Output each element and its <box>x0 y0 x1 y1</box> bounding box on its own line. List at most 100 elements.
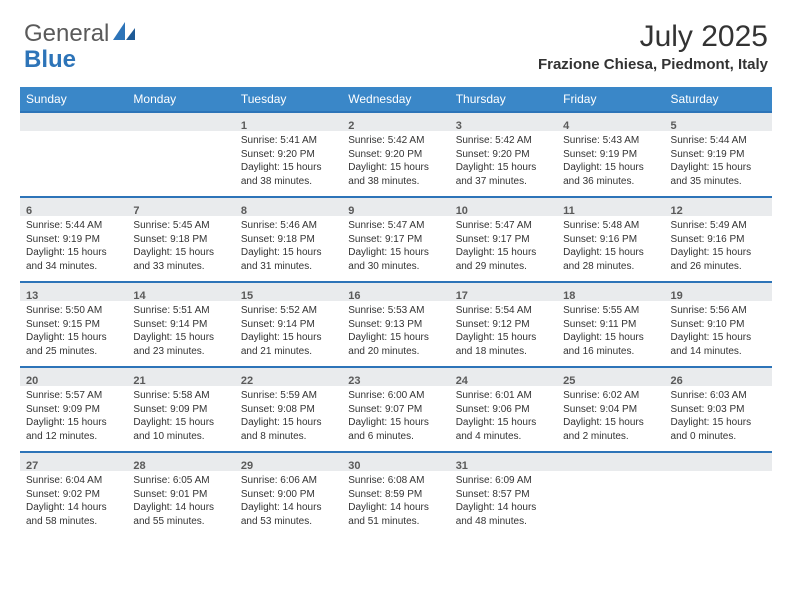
dayname-tuesday: Tuesday <box>235 87 342 111</box>
week-row: 1 Sunrise: 5:41 AMSunset: 9:20 PM Daylight… <box>20 111 772 196</box>
day-body: Sunrise: 5:47 AMSunset: 9:17 PMDaylight:… <box>450 216 557 281</box>
day-body: Sunrise: 5:44 AMSunset: 9:19 PMDaylight:… <box>665 131 772 196</box>
day-number-bar: 27 <box>20 451 127 471</box>
sunset-line: Sunset: 9:01 PM <box>133 488 228 502</box>
daylight-line: Daylight: 15 hours and 38 minutes. <box>348 161 443 188</box>
daylight-line: Daylight: 14 hours and 55 minutes. <box>133 501 228 528</box>
day-cell <box>665 451 772 536</box>
day-number: 14 <box>133 290 145 302</box>
day-number-bar: 21 <box>127 366 234 386</box>
day-number-bar: 1 <box>235 111 342 131</box>
day-cell: 19Sunrise: 5:56 AMSunset: 9:10 PMDayligh… <box>665 281 772 366</box>
day-cell: 9Sunrise: 5:47 AMSunset: 9:17 PMDaylight… <box>342 196 449 281</box>
day-body: Sunrise: 5:56 AMSunset: 9:10 PMDaylight:… <box>665 301 772 366</box>
day-number: 8 <box>241 205 247 217</box>
sunset-line: Sunset: 9:08 PM <box>241 403 336 417</box>
brand-text-part1: General <box>24 20 109 48</box>
day-cell: 13Sunrise: 5:50 AMSunset: 9:15 PMDayligh… <box>20 281 127 366</box>
day-cell: 8Sunrise: 5:46 AMSunset: 9:18 PMDaylight… <box>235 196 342 281</box>
sunset-line: Sunset: 9:09 PM <box>26 403 121 417</box>
sunrise-line: Sunrise: 6:08 AM <box>348 474 443 488</box>
day-number-bar <box>665 451 772 471</box>
daylight-line: Daylight: 15 hours and 26 minutes. <box>671 246 766 273</box>
calendar-body: 1 Sunrise: 5:41 AMSunset: 9:20 PM Daylight… <box>20 111 772 536</box>
dayname-monday: Monday <box>127 87 234 111</box>
week-row: 6Sunrise: 5:44 AMSunset: 9:19 PMDaylight… <box>20 196 772 281</box>
daylight-line: Daylight: 14 hours and 58 minutes. <box>26 501 121 528</box>
day-number: 16 <box>348 290 360 302</box>
sunrise-line: Sunrise: 5:55 AM <box>563 304 658 318</box>
day-number-bar: 30 <box>342 451 449 471</box>
day-number: 23 <box>348 375 360 387</box>
sunrise-line: Sunrise: 6:05 AM <box>133 474 228 488</box>
day-body: Sunrise: 5:42 AMSunset: 9:20 PMDaylight:… <box>342 131 449 196</box>
day-number-bar: 11 <box>557 196 664 216</box>
day-cell: 26Sunrise: 6:03 AMSunset: 9:03 PMDayligh… <box>665 366 772 451</box>
sunset-line: Sunset: 9:09 PM <box>133 403 228 417</box>
day-cell: 18Sunrise: 5:55 AMSunset: 9:11 PMDayligh… <box>557 281 664 366</box>
day-cell: 17Sunrise: 5:54 AMSunset: 9:12 PMDayligh… <box>450 281 557 366</box>
day-number-bar: 7 <box>127 196 234 216</box>
day-number-bar <box>127 111 234 131</box>
daylight-line: Daylight: 15 hours and 16 minutes. <box>563 331 658 358</box>
day-number-bar: 24 <box>450 366 557 386</box>
sunset-line: Sunset: 9:20 PM <box>241 148 336 162</box>
daylight-line: Daylight: 15 hours and 29 minutes. <box>456 246 551 273</box>
sunrise-line: Sunrise: 5:41 AM <box>241 134 336 148</box>
day-body <box>665 471 772 533</box>
day-cell: 23Sunrise: 6:00 AMSunset: 9:07 PMDayligh… <box>342 366 449 451</box>
day-cell <box>20 111 127 196</box>
day-number: 12 <box>671 205 683 217</box>
sunrise-line: Sunrise: 5:43 AM <box>563 134 658 148</box>
sunrise-line: Sunrise: 5:48 AM <box>563 219 658 233</box>
day-body: Sunrise: 5:55 AMSunset: 9:11 PMDaylight:… <box>557 301 664 366</box>
sunrise-line: Sunrise: 6:03 AM <box>671 389 766 403</box>
day-cell: 24Sunrise: 6:01 AMSunset: 9:06 PMDayligh… <box>450 366 557 451</box>
daylight-line: Daylight: 15 hours and 12 minutes. <box>26 416 121 443</box>
sunset-line: Sunset: 8:57 PM <box>456 488 551 502</box>
day-body: Sunrise: 6:03 AMSunset: 9:03 PMDaylight:… <box>665 386 772 451</box>
dayname-header-row: Sunday Monday Tuesday Wednesday Thursday… <box>20 87 772 111</box>
dayname-sunday: Sunday <box>20 87 127 111</box>
day-cell: 5Sunrise: 5:44 AMSunset: 9:19 PMDaylight… <box>665 111 772 196</box>
day-cell: 1Sunrise: 5:41 AMSunset: 9:20 PMDaylight… <box>235 111 342 196</box>
sunrise-line: Sunrise: 6:04 AM <box>26 474 121 488</box>
daylight-line: Daylight: 15 hours and 36 minutes. <box>563 161 658 188</box>
sunset-line: Sunset: 9:17 PM <box>456 233 551 247</box>
day-number-bar: 6 <box>20 196 127 216</box>
day-number-bar: 9 <box>342 196 449 216</box>
day-cell: 12Sunrise: 5:49 AMSunset: 9:16 PMDayligh… <box>665 196 772 281</box>
sunrise-line: Sunrise: 5:59 AM <box>241 389 336 403</box>
sunset-line: Sunset: 9:19 PM <box>563 148 658 162</box>
day-body: Sunrise: 6:01 AMSunset: 9:06 PMDaylight:… <box>450 386 557 451</box>
sunset-line: Sunset: 9:14 PM <box>241 318 336 332</box>
day-cell <box>127 111 234 196</box>
sunset-line: Sunset: 9:02 PM <box>26 488 121 502</box>
day-number-bar: 3 <box>450 111 557 131</box>
day-cell: 29Sunrise: 6:06 AMSunset: 9:00 PMDayligh… <box>235 451 342 536</box>
daylight-line: Daylight: 15 hours and 34 minutes. <box>26 246 121 273</box>
day-number: 5 <box>671 120 677 132</box>
day-number-bar: 10 <box>450 196 557 216</box>
day-body: Sunrise: 6:04 AMSunset: 9:02 PMDaylight:… <box>20 471 127 536</box>
sunrise-line: Sunrise: 5:53 AM <box>348 304 443 318</box>
day-number: 30 <box>348 460 360 472</box>
day-number: 7 <box>133 205 139 217</box>
sunset-line: Sunset: 9:16 PM <box>563 233 658 247</box>
day-number-bar: 25 <box>557 366 664 386</box>
sunset-line: Sunset: 9:16 PM <box>671 233 766 247</box>
title-block: July 2025 Frazione Chiesa, Piedmont, Ita… <box>538 20 768 73</box>
daylight-line: Daylight: 15 hours and 10 minutes. <box>133 416 228 443</box>
sunrise-line: Sunrise: 6:01 AM <box>456 389 551 403</box>
sunset-line: Sunset: 9:11 PM <box>563 318 658 332</box>
brand-text-part2-wrap: Blue <box>24 46 76 74</box>
day-number-bar: 18 <box>557 281 664 301</box>
day-body: Sunrise: 5:49 AMSunset: 9:16 PMDaylight:… <box>665 216 772 281</box>
sunrise-line: Sunrise: 5:57 AM <box>26 389 121 403</box>
daylight-line: Daylight: 15 hours and 25 minutes. <box>26 331 121 358</box>
day-cell: 21Sunrise: 5:58 AMSunset: 9:09 PMDayligh… <box>127 366 234 451</box>
day-number: 11 <box>563 205 575 217</box>
sunrise-line: Sunrise: 5:47 AM <box>348 219 443 233</box>
daylight-line: Daylight: 14 hours and 51 minutes. <box>348 501 443 528</box>
sunrise-line: Sunrise: 6:06 AM <box>241 474 336 488</box>
